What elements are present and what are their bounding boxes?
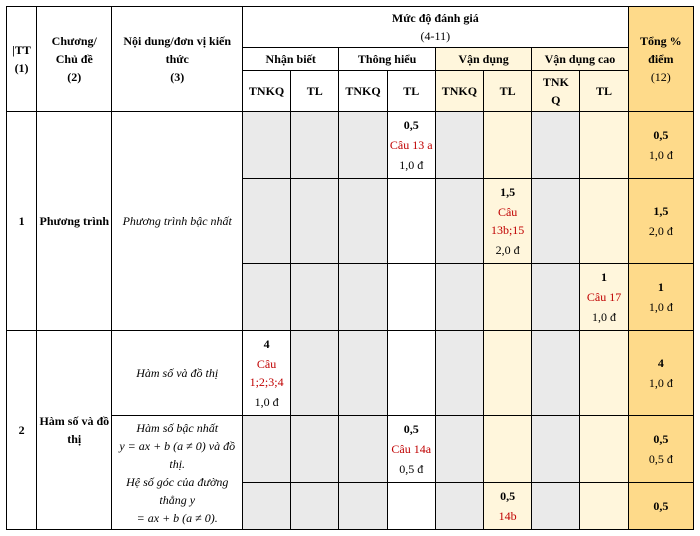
cell-th_tl: 0,5Câu 14a0,5 đ bbox=[387, 416, 435, 483]
cell-th_tnkq bbox=[339, 331, 387, 416]
col-noidung: Nội dung/đơn vị kiến thức(3) bbox=[112, 7, 243, 112]
col-tong: Tổng %điểm(12) bbox=[628, 7, 693, 112]
col-th-tl: TL bbox=[387, 71, 435, 112]
col-nb-tl: TL bbox=[291, 71, 339, 112]
cell-nb_tnkq bbox=[243, 416, 291, 483]
cell-chude: Hàm số và đồ thị bbox=[37, 331, 112, 530]
cell-vdc_tnkq bbox=[532, 483, 580, 530]
cell-vdc_tnkq bbox=[532, 264, 580, 331]
cell-noidung: Hàm số bậc nhấty = ax + b (a ≠ 0) và đồ … bbox=[112, 416, 243, 530]
cell-tong: 1,52,0 đ bbox=[628, 179, 693, 264]
cell-th_tl: 0,5Câu 13 a1,0 đ bbox=[387, 112, 435, 179]
cell-nb_tl bbox=[291, 483, 339, 530]
cell-th_tl bbox=[387, 483, 435, 530]
cell-vdc_tnkq bbox=[532, 331, 580, 416]
cell-vd_tnkq bbox=[435, 112, 483, 179]
cell-tong: 41,0 đ bbox=[628, 331, 693, 416]
cell-vd_tl bbox=[484, 416, 532, 483]
table-row: 2Hàm số và đồ thịHàm số và đồ thị4Câu 1;… bbox=[7, 331, 694, 416]
cell-vdc_tl bbox=[580, 331, 628, 416]
col-vdc: Vận dụng cao bbox=[532, 48, 628, 71]
cell-vd_tl bbox=[484, 112, 532, 179]
cell-vdc_tl bbox=[580, 483, 628, 530]
cell-nb_tl bbox=[291, 179, 339, 264]
cell-nb_tnkq bbox=[243, 264, 291, 331]
cell-vdc_tl bbox=[580, 179, 628, 264]
col-tt: |TT(1) bbox=[7, 7, 37, 112]
col-nb-tnkq: TNKQ bbox=[243, 71, 291, 112]
cell-th_tl bbox=[387, 331, 435, 416]
cell-tt: 1 bbox=[7, 112, 37, 331]
col-vd-tl: TL bbox=[484, 71, 532, 112]
cell-nb_tnkq bbox=[243, 179, 291, 264]
cell-vd_tl: 0,514b bbox=[484, 483, 532, 530]
cell-vd_tnkq bbox=[435, 264, 483, 331]
cell-th_tnkq bbox=[339, 416, 387, 483]
cell-th_tnkq bbox=[339, 112, 387, 179]
cell-nb_tnkq: 4Câu 1;2;3;41,0 đ bbox=[243, 331, 291, 416]
cell-nb_tl bbox=[291, 331, 339, 416]
cell-th_tnkq bbox=[339, 264, 387, 331]
cell-nb_tl bbox=[291, 264, 339, 331]
cell-th_tl bbox=[387, 179, 435, 264]
col-mucdo: Mức độ đánh giá(4-11) bbox=[243, 7, 629, 48]
cell-tong: 0,51,0 đ bbox=[628, 112, 693, 179]
cell-tong: 0,50,5 đ bbox=[628, 416, 693, 483]
cell-vdc_tnkq bbox=[532, 179, 580, 264]
cell-tt: 2 bbox=[7, 331, 37, 530]
cell-vd_tl: 1,5Câu 13b;152,0 đ bbox=[484, 179, 532, 264]
col-th-tnkq: TNKQ bbox=[339, 71, 387, 112]
cell-vdc_tnkq bbox=[532, 112, 580, 179]
cell-tong: 0,5 bbox=[628, 483, 693, 530]
cell-vd_tl bbox=[484, 264, 532, 331]
cell-vd_tl bbox=[484, 331, 532, 416]
cell-nb_tnkq bbox=[243, 112, 291, 179]
cell-vd_tnkq bbox=[435, 416, 483, 483]
assessment-matrix-table: |TT(1) Chương/Chủ đề(2) Nội dung/đơn vị … bbox=[6, 6, 694, 530]
table-header: |TT(1) Chương/Chủ đề(2) Nội dung/đơn vị … bbox=[7, 7, 694, 112]
cell-nb_tl bbox=[291, 112, 339, 179]
cell-vdc_tnkq bbox=[532, 416, 580, 483]
cell-nb_tnkq bbox=[243, 483, 291, 530]
cell-vdc_tl bbox=[580, 416, 628, 483]
col-vdc-tnkq: TNKQ bbox=[532, 71, 580, 112]
col-th: Thông hiểu bbox=[339, 48, 435, 71]
cell-vdc_tl: 1Câu 171,0 đ bbox=[580, 264, 628, 331]
cell-th_tnkq bbox=[339, 179, 387, 264]
cell-tong: 11,0 đ bbox=[628, 264, 693, 331]
col-vdc-tl: TL bbox=[580, 71, 628, 112]
cell-th_tl bbox=[387, 264, 435, 331]
table-body: 1Phương trìnhPhương trình bậc nhất 0,5Câu… bbox=[7, 112, 694, 530]
col-vd: Vận dụng bbox=[435, 48, 531, 71]
cell-vdc_tl bbox=[580, 112, 628, 179]
cell-noidung: Hàm số và đồ thị bbox=[112, 331, 243, 416]
col-chuong: Chương/Chủ đề(2) bbox=[37, 7, 112, 112]
cell-vd_tnkq bbox=[435, 483, 483, 530]
col-nb: Nhận biết bbox=[243, 48, 339, 71]
cell-noidung: Phương trình bậc nhất bbox=[112, 112, 243, 331]
cell-nb_tl bbox=[291, 416, 339, 483]
cell-vd_tnkq bbox=[435, 331, 483, 416]
cell-chude: Phương trình bbox=[37, 112, 112, 331]
table-row: 1Phương trìnhPhương trình bậc nhất0,5Câu… bbox=[7, 112, 694, 179]
col-vd-tnkq: TNKQ bbox=[435, 71, 483, 112]
cell-vd_tnkq bbox=[435, 179, 483, 264]
cell-th_tnkq bbox=[339, 483, 387, 530]
